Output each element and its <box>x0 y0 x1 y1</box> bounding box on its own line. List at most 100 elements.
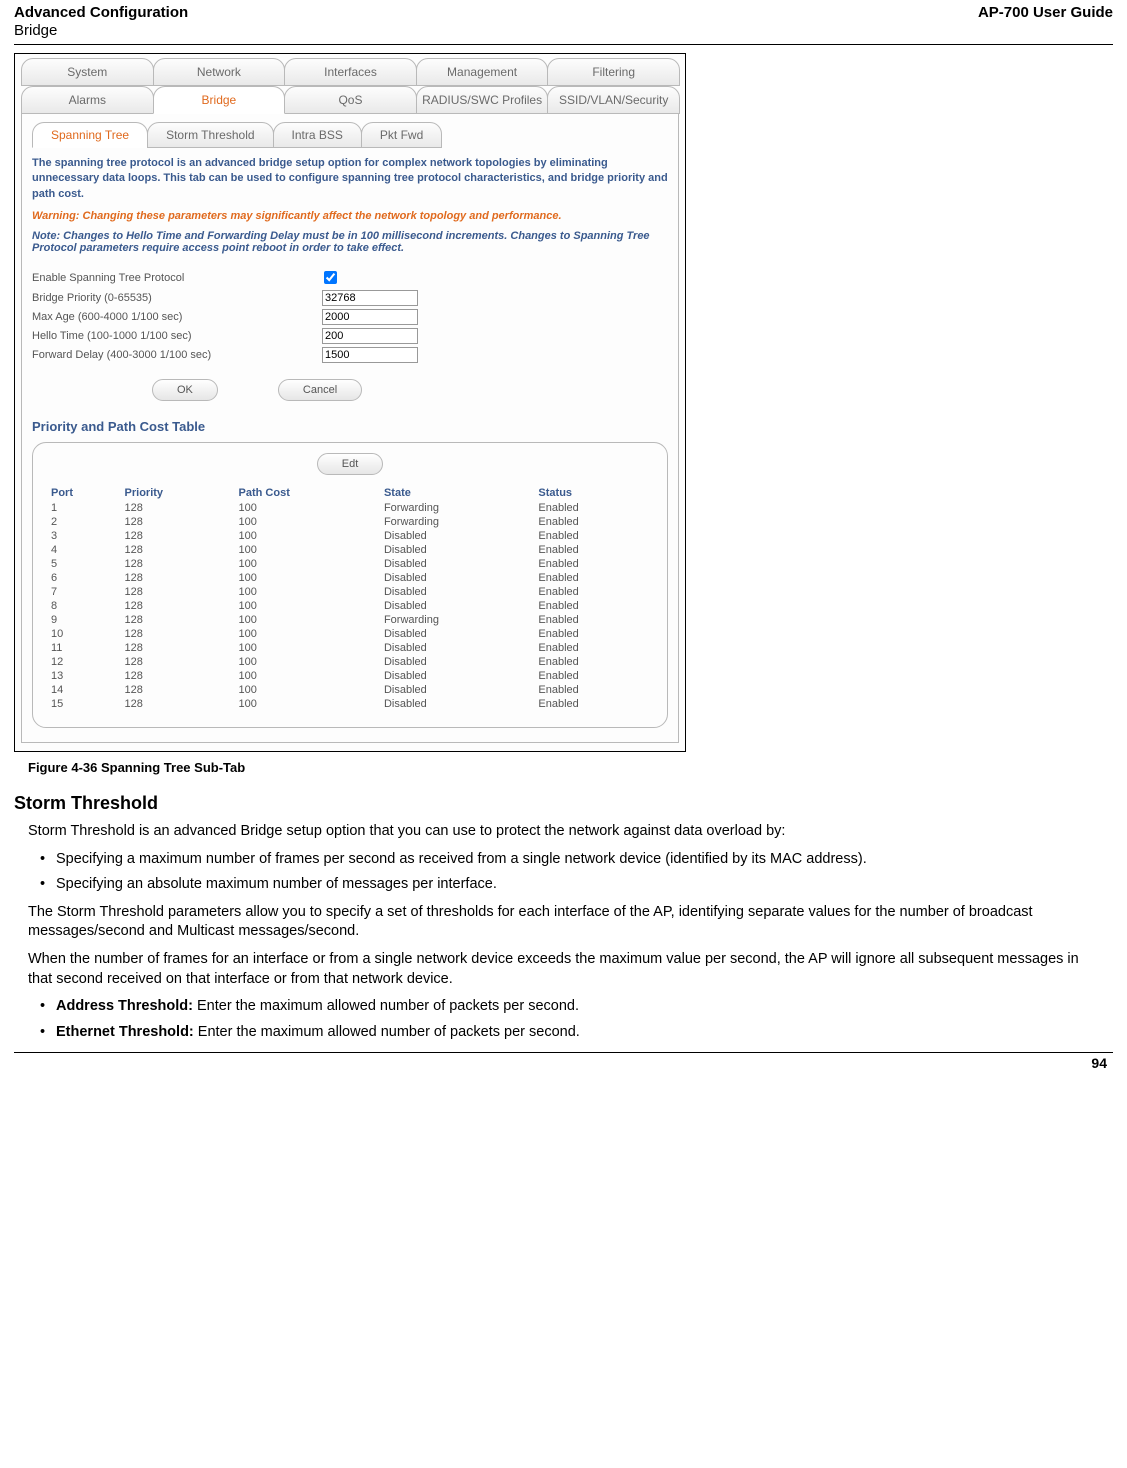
table-cell: Forwarding <box>380 515 534 529</box>
threshold-text: Enter the maximum allowed number of pack… <box>194 1024 580 1040</box>
hello-time-input[interactable] <box>322 328 418 344</box>
tab-ssid[interactable]: SSID/VLAN/Security <box>547 86 680 114</box>
table-row: 14128100DisabledEnabled <box>47 683 653 697</box>
table-cell: Enabled <box>534 515 653 529</box>
table-row: 9128100ForwardingEnabled <box>47 613 653 627</box>
max-age-input[interactable] <box>322 309 418 325</box>
table-cell: 128 <box>121 585 235 599</box>
table-cell: 6 <box>47 571 121 585</box>
tab-bridge[interactable]: Bridge <box>153 86 286 114</box>
table-cell: 128 <box>121 501 235 515</box>
table-cell: 100 <box>235 529 380 543</box>
table-row: 12128100DisabledEnabled <box>47 655 653 669</box>
table-cell: 128 <box>121 669 235 683</box>
table-cell: 13 <box>47 669 121 683</box>
panel-description: The spanning tree protocol is an advance… <box>32 156 668 202</box>
ok-button[interactable]: OK <box>152 379 218 401</box>
table-cell: Enabled <box>534 571 653 585</box>
panel-warning: Warning: Changing these parameters may s… <box>32 210 668 222</box>
ppc-header: State <box>380 485 534 501</box>
ppc-header: Port <box>47 485 121 501</box>
table-cell: 100 <box>235 501 380 515</box>
forward-delay-input[interactable] <box>322 347 418 363</box>
table-cell: Enabled <box>534 655 653 669</box>
hello-time-label: Hello Time (100-1000 1/100 sec) <box>32 330 322 342</box>
subtab-pkt-fwd[interactable]: Pkt Fwd <box>361 122 442 148</box>
enable-stp-checkbox[interactable] <box>324 271 337 284</box>
table-cell: 7 <box>47 585 121 599</box>
table-cell: 5 <box>47 557 121 571</box>
storm-para2: The Storm Threshold parameters allow you… <box>28 903 1099 942</box>
tab-interfaces[interactable]: Interfaces <box>284 58 417 86</box>
config-screenshot: System Network Interfaces Management Fil… <box>14 53 686 752</box>
table-cell: Enabled <box>534 599 653 613</box>
subtab-storm-threshold[interactable]: Storm Threshold <box>147 122 273 148</box>
table-cell: Disabled <box>380 669 534 683</box>
table-cell: 8 <box>47 599 121 613</box>
table-cell: 100 <box>235 627 380 641</box>
table-cell: Disabled <box>380 585 534 599</box>
table-cell: 100 <box>235 515 380 529</box>
guide-title: AP-700 User Guide <box>978 4 1113 40</box>
table-row: 6128100DisabledEnabled <box>47 571 653 585</box>
table-cell: 100 <box>235 641 380 655</box>
ppc-title: Priority and Path Cost Table <box>32 419 668 434</box>
table-row: 8128100DisabledEnabled <box>47 599 653 613</box>
bridge-subpanel: Spanning Tree Storm Threshold Intra BSS … <box>21 114 679 743</box>
table-cell: 12 <box>47 655 121 669</box>
table-cell: Disabled <box>380 655 534 669</box>
table-row: 4128100DisabledEnabled <box>47 543 653 557</box>
forward-delay-label: Forward Delay (400-3000 1/100 sec) <box>32 349 322 361</box>
table-cell: 128 <box>121 641 235 655</box>
edit-button[interactable]: Edt <box>317 453 384 475</box>
table-cell: 100 <box>235 585 380 599</box>
table-row: 13128100DisabledEnabled <box>47 669 653 683</box>
table-row: 2128100ForwardingEnabled <box>47 515 653 529</box>
bridge-priority-input[interactable] <box>322 290 418 306</box>
table-cell: 100 <box>235 697 380 711</box>
table-cell: Enabled <box>534 585 653 599</box>
tab-filtering[interactable]: Filtering <box>547 58 680 86</box>
table-cell: Disabled <box>380 571 534 585</box>
sub-tabs: Spanning Tree Storm Threshold Intra BSS … <box>32 122 668 148</box>
table-cell: 100 <box>235 683 380 697</box>
table-cell: 100 <box>235 543 380 557</box>
table-row: 11128100DisabledEnabled <box>47 641 653 655</box>
table-cell: 4 <box>47 543 121 557</box>
tab-qos[interactable]: QoS <box>284 86 417 114</box>
tab-network[interactable]: Network <box>153 58 286 86</box>
table-cell: 100 <box>235 613 380 627</box>
threshold-term: Ethernet Threshold: <box>56 1024 194 1040</box>
threshold-term: Address Threshold: <box>56 998 193 1014</box>
subtab-intra-bss[interactable]: Intra BSS <box>273 122 362 148</box>
table-cell: 128 <box>121 697 235 711</box>
max-age-label: Max Age (600-4000 1/100 sec) <box>32 311 322 323</box>
ppc-header: Priority <box>121 485 235 501</box>
storm-items: Address Threshold: Enter the maximum all… <box>44 997 1099 1042</box>
table-cell: Enabled <box>534 543 653 557</box>
tab-system[interactable]: System <box>21 58 154 86</box>
tab-alarms[interactable]: Alarms <box>21 86 154 114</box>
table-cell: Enabled <box>534 557 653 571</box>
storm-para3: When the number of frames for an interfa… <box>28 950 1099 989</box>
table-cell: Disabled <box>380 543 534 557</box>
cancel-button[interactable]: Cancel <box>278 379 362 401</box>
table-cell: Enabled <box>534 683 653 697</box>
table-cell: Disabled <box>380 641 534 655</box>
table-cell: 100 <box>235 669 380 683</box>
table-cell: 100 <box>235 557 380 571</box>
storm-intro: Storm Threshold is an advanced Bridge se… <box>28 822 1099 842</box>
table-row: 5128100DisabledEnabled <box>47 557 653 571</box>
table-row: 3128100DisabledEnabled <box>47 529 653 543</box>
table-cell: Forwarding <box>380 613 534 627</box>
tab-management[interactable]: Management <box>416 58 549 86</box>
ppc-table: PortPriorityPath CostStateStatus 1128100… <box>47 485 653 711</box>
table-cell: 128 <box>121 515 235 529</box>
table-cell: 128 <box>121 571 235 585</box>
table-row: 15128100DisabledEnabled <box>47 697 653 711</box>
subtab-spanning-tree[interactable]: Spanning Tree <box>32 122 148 148</box>
table-cell: 128 <box>121 655 235 669</box>
tab-radius[interactable]: RADIUS/SWC Profiles <box>416 86 549 114</box>
table-cell: Disabled <box>380 627 534 641</box>
table-row: 7128100DisabledEnabled <box>47 585 653 599</box>
